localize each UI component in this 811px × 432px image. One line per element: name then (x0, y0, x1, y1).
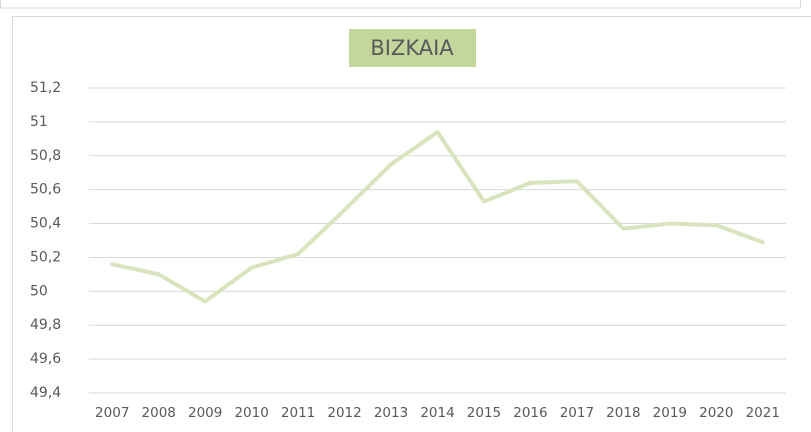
x-tick-label: 2011 (281, 405, 315, 421)
x-tick-label: 2012 (327, 405, 361, 421)
x-tick-label: 2020 (699, 405, 733, 421)
y-tick-label: 50,4 (30, 216, 61, 232)
y-tick-label: 49,8 (30, 317, 61, 333)
y-tick-label: 50,8 (30, 148, 61, 164)
x-tick-label: 2007 (95, 405, 129, 421)
x-tick-label: 2008 (142, 405, 176, 421)
x-tick-label: 2014 (420, 405, 454, 421)
chart-title: BIZKAIA (370, 36, 454, 60)
y-tick-label: 50,6 (30, 182, 61, 198)
y-tick-label: 50,2 (30, 249, 61, 265)
x-tick-label: 2010 (234, 405, 268, 421)
x-tick-label: 2021 (746, 405, 780, 421)
y-tick-label: 49,6 (30, 351, 61, 367)
y-tick-label: 49,4 (30, 385, 61, 401)
previous-chart-frame (0, 0, 801, 9)
x-tick-label: 2019 (653, 405, 687, 421)
data-line (110, 130, 765, 304)
y-tick-label: 50 (30, 283, 48, 299)
x-tick-label: 2013 (374, 405, 408, 421)
y-tick-label: 51 (30, 114, 48, 130)
x-tick-label: 2017 (560, 405, 594, 421)
title-background (349, 29, 476, 67)
y-tick-label: 51,2 (30, 80, 61, 96)
x-tick-label: 2018 (606, 405, 640, 421)
x-tick-label: 2009 (188, 405, 222, 421)
x-tick-label: 2016 (513, 405, 547, 421)
x-tick-label: 2015 (467, 405, 501, 421)
